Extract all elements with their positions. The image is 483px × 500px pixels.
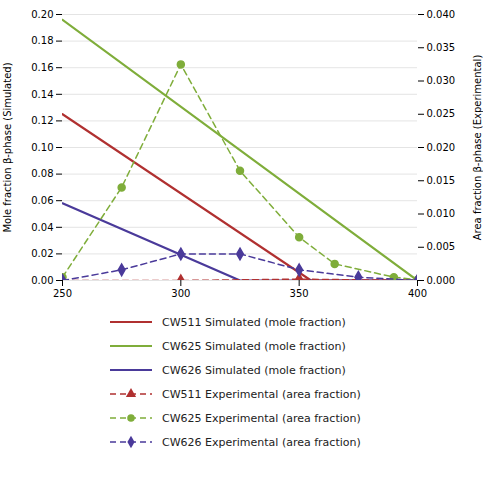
svg-text:300: 300 <box>171 288 190 299</box>
svg-text:400: 400 <box>408 288 427 299</box>
svg-text:0.040: 0.040 <box>427 9 456 20</box>
svg-text:0.00: 0.00 <box>31 275 53 286</box>
svg-text:0.025: 0.025 <box>427 108 456 119</box>
svg-text:0.12: 0.12 <box>31 115 53 126</box>
svg-text:0.20: 0.20 <box>31 9 53 20</box>
svg-text:CW626 Experimental (area fract: CW626 Experimental (area fraction) <box>162 436 361 449</box>
svg-text:0.14: 0.14 <box>31 89 53 100</box>
svg-text:0.04: 0.04 <box>31 222 53 233</box>
svg-text:0.015: 0.015 <box>427 175 456 186</box>
svg-text:0.18: 0.18 <box>31 35 53 46</box>
svg-text:0.030: 0.030 <box>427 75 456 86</box>
svg-text:250: 250 <box>53 288 72 299</box>
svg-text:0.035: 0.035 <box>427 42 456 53</box>
svg-text:0.06: 0.06 <box>31 195 53 206</box>
svg-text:0.005: 0.005 <box>427 241 456 252</box>
svg-text:0.16: 0.16 <box>31 62 53 73</box>
svg-text:350: 350 <box>290 288 309 299</box>
svg-text:CW626 Simulated (mole fraction: CW626 Simulated (mole fraction) <box>162 364 346 377</box>
svg-text:CW625 Simulated (mole fraction: CW625 Simulated (mole fraction) <box>162 340 346 353</box>
svg-text:CW511 Experimental (area fract: CW511 Experimental (area fraction) <box>162 388 361 401</box>
svg-text:0.08: 0.08 <box>31 168 53 179</box>
svg-text:Area fraction β-phase (Experim: Area fraction β-phase (Experimental) <box>472 55 483 241</box>
svg-text:0.02: 0.02 <box>31 248 53 259</box>
svg-text:0.000: 0.000 <box>427 275 456 286</box>
svg-text:CW625 Experimental (area fract: CW625 Experimental (area fraction) <box>162 412 361 425</box>
svg-text:Mole fraction β-phase (Simulat: Mole fraction β-phase (Simulated) <box>2 62 13 232</box>
svg-text:0.10: 0.10 <box>31 142 53 153</box>
svg-text:CW511 Simulated (mole fraction: CW511 Simulated (mole fraction) <box>162 316 346 329</box>
svg-text:0.010: 0.010 <box>427 208 456 219</box>
svg-text:0.020: 0.020 <box>427 142 456 153</box>
